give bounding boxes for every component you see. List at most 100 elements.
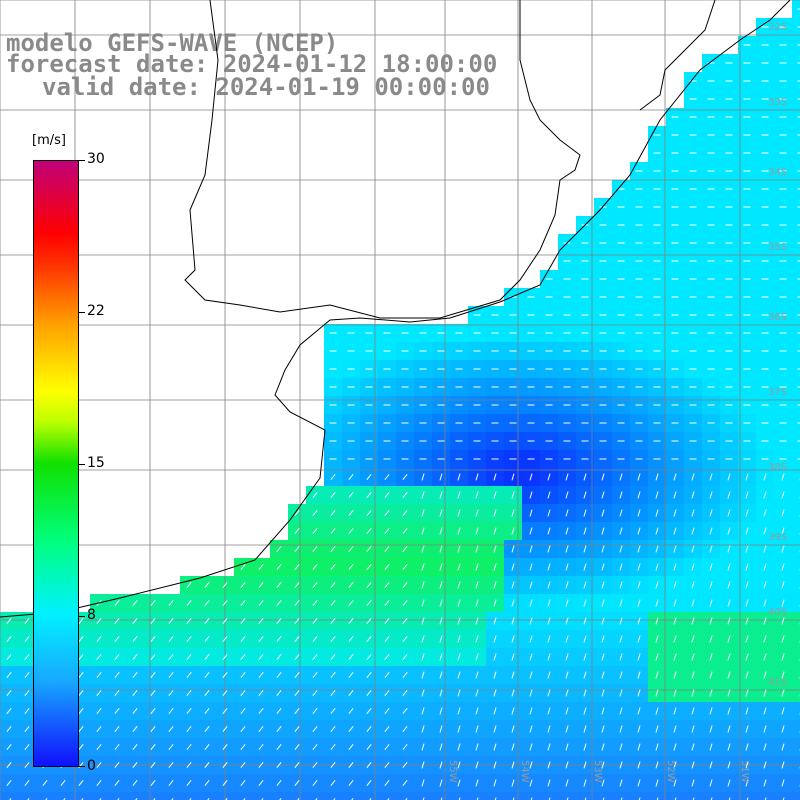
wind-arrow xyxy=(529,779,533,787)
wind-arrow xyxy=(565,743,569,751)
wind-arrow xyxy=(439,635,443,643)
wind-arrow xyxy=(673,473,677,481)
wind-cell xyxy=(756,792,774,800)
wind-arrow xyxy=(763,599,767,607)
wind-arrow xyxy=(204,653,210,661)
colorbar-tick-15: 15 xyxy=(87,455,105,471)
wind-arrow xyxy=(727,743,731,751)
wind-arrow xyxy=(637,743,641,751)
wind-arrow xyxy=(439,671,443,679)
wind-arrow xyxy=(63,797,66,800)
wind-arrow xyxy=(548,797,551,800)
wind-arrow xyxy=(637,599,641,607)
wind-cell xyxy=(324,792,342,800)
wind-arrow xyxy=(222,581,228,589)
wind-arrow xyxy=(312,599,318,607)
wind-arrow xyxy=(348,653,354,661)
wind-arrow xyxy=(691,761,695,769)
wind-arrow xyxy=(565,635,569,643)
wind-cell xyxy=(144,792,162,800)
wind-arrow xyxy=(78,671,84,679)
wind-arrow xyxy=(330,635,336,643)
wind-cell xyxy=(792,180,800,198)
wind-arrow xyxy=(150,689,156,697)
wind-arrow xyxy=(583,779,587,787)
wind-arrow xyxy=(673,599,677,607)
wind-arrow xyxy=(78,743,84,751)
wind-arrow xyxy=(276,725,282,733)
wind-arrow xyxy=(655,653,659,661)
wind-arrow xyxy=(204,779,210,787)
wind-arrow xyxy=(384,509,390,517)
wind-arrow xyxy=(276,779,282,787)
wind-cell xyxy=(630,792,648,800)
wind-arrow xyxy=(168,779,174,787)
colorbar-tick-0: 0 xyxy=(87,758,96,774)
wind-arrow xyxy=(782,797,785,800)
wind-arrow xyxy=(727,761,731,769)
wind-arrow xyxy=(583,617,587,625)
wind-cell xyxy=(792,702,800,720)
wind-arrow xyxy=(601,581,605,589)
wind-arrow xyxy=(511,725,515,733)
wind-cell xyxy=(72,792,90,800)
wind-arrow xyxy=(709,689,713,697)
wind-arrow xyxy=(511,509,515,517)
wind-arrow xyxy=(366,617,372,625)
wind-arrow xyxy=(511,743,515,751)
wind-arrow xyxy=(440,797,443,800)
wind-cell xyxy=(792,36,800,54)
wind-arrow xyxy=(655,545,659,553)
wind-arrow xyxy=(439,653,443,661)
wind-arrow xyxy=(348,563,354,571)
longitude-labels: 55W 54W 53W 52W 51W xyxy=(447,760,750,783)
wind-arrow xyxy=(60,779,66,787)
wind-arrow xyxy=(421,545,425,553)
wind-arrow xyxy=(369,797,372,800)
wind-arrow xyxy=(583,491,587,499)
wind-arrow xyxy=(637,473,641,481)
wind-arrow xyxy=(709,653,713,661)
wind-arrow xyxy=(186,707,192,715)
title-valid-date: valid date: 2024-01-19 00:00:00 xyxy=(42,73,490,101)
wind-arrow xyxy=(763,779,767,787)
wind-arrow xyxy=(114,635,120,643)
wind-arrow xyxy=(186,671,192,679)
wind-arrow xyxy=(348,473,354,481)
wind-cell xyxy=(432,792,450,800)
wind-arrow xyxy=(132,707,138,715)
wind-arrow xyxy=(96,761,102,769)
wind-arrow xyxy=(601,509,605,517)
wind-cell xyxy=(792,414,800,432)
wind-arrow xyxy=(294,653,300,661)
wind-arrow xyxy=(439,491,443,499)
wind-arrow xyxy=(547,707,551,715)
wind-cell xyxy=(792,684,800,702)
wind-cell xyxy=(504,792,522,800)
wind-arrow xyxy=(547,779,551,787)
colorbar-tick-22: 22 xyxy=(87,303,105,319)
wind-arrow xyxy=(384,599,390,607)
wind-cell xyxy=(90,792,108,800)
wind-cell xyxy=(792,630,800,648)
wind-arrow xyxy=(312,653,318,661)
wind-arrow xyxy=(763,545,767,553)
wind-arrow xyxy=(583,743,587,751)
wind-arrow xyxy=(24,653,30,661)
wind-arrow xyxy=(637,725,641,733)
wind-arrow xyxy=(297,797,300,800)
wind-arrow xyxy=(511,527,515,535)
wind-cell xyxy=(792,522,800,540)
wind-arrow xyxy=(132,743,138,751)
wind-arrow xyxy=(493,581,497,589)
wind-arrow xyxy=(601,491,605,499)
wind-arrow xyxy=(457,509,461,517)
wind-arrow xyxy=(709,563,713,571)
colorbar-tick-8: 8 xyxy=(87,607,96,623)
wind-arrow xyxy=(204,635,210,643)
wind-arrow xyxy=(475,527,479,535)
wind-cell xyxy=(792,270,800,288)
wind-arrow xyxy=(150,743,156,751)
wind-arrow xyxy=(457,707,461,715)
wind-arrow xyxy=(294,599,300,607)
